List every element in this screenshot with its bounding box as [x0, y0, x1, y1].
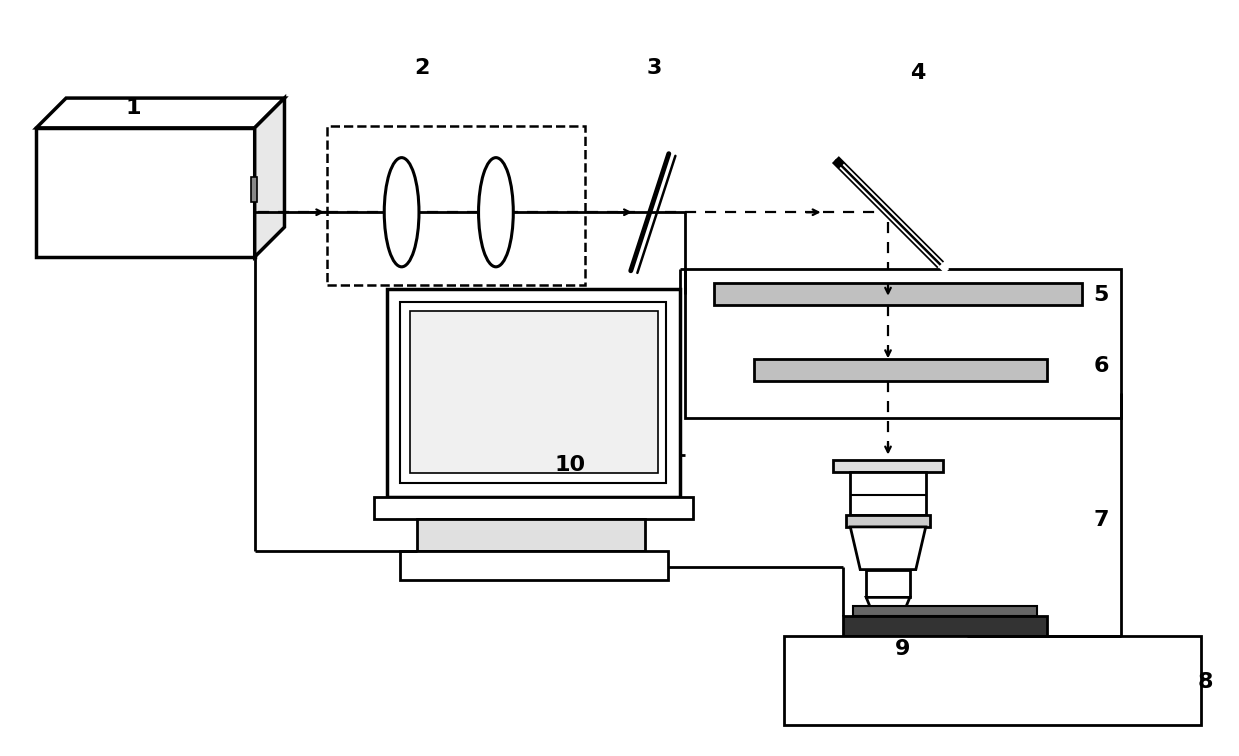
Bar — [784, 636, 1201, 726]
Bar — [684, 269, 1121, 418]
Bar — [36, 128, 255, 257]
Bar — [410, 311, 658, 473]
Bar — [374, 497, 694, 519]
Text: 9: 9 — [896, 639, 911, 659]
Bar — [327, 125, 585, 285]
Text: 6: 6 — [1094, 356, 1109, 376]
Text: 3: 3 — [647, 58, 663, 79]
Bar — [866, 569, 909, 597]
Bar — [400, 550, 668, 580]
Polygon shape — [866, 597, 909, 615]
Bar — [846, 515, 929, 527]
Bar — [854, 606, 1037, 616]
Text: 7: 7 — [1094, 510, 1109, 530]
Polygon shape — [255, 98, 285, 257]
Text: 2: 2 — [414, 58, 429, 79]
Ellipse shape — [478, 158, 513, 267]
Text: 8: 8 — [1198, 672, 1213, 692]
Polygon shape — [850, 527, 926, 569]
Ellipse shape — [384, 158, 419, 267]
Bar — [400, 302, 665, 483]
Text: 5: 5 — [1094, 284, 1109, 305]
Text: 10: 10 — [555, 455, 586, 476]
Text: 4: 4 — [911, 64, 926, 83]
Bar — [715, 283, 1082, 305]
Bar — [387, 289, 679, 497]
Bar — [834, 460, 943, 472]
Bar — [250, 178, 256, 203]
Polygon shape — [36, 98, 285, 128]
Bar — [755, 359, 1047, 381]
Bar — [844, 616, 1047, 636]
Bar — [416, 519, 644, 550]
Text: 1: 1 — [126, 98, 141, 118]
Bar — [850, 472, 926, 515]
